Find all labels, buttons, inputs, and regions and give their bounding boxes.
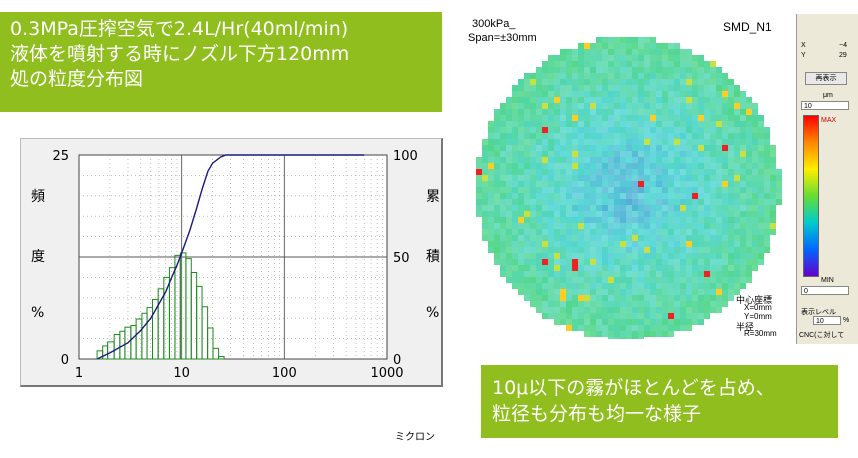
display-level-label: 表示レベル [801, 309, 836, 316]
color-scale-bar [803, 115, 819, 277]
result-line-2: 粒径も分布も均一な様子 [492, 403, 702, 425]
result-line-1: 10μ以下の霧がほとんどを占め、 [492, 377, 775, 399]
y-right-tick-label: 0 [393, 353, 401, 368]
y-left-tick-label: 0 [61, 353, 69, 368]
y-left-tick-label: 25 [52, 149, 69, 164]
value-select[interactable]: 10 [801, 101, 849, 110]
map-y-label: Y=0mm [744, 312, 772, 321]
title-box: 0.3MPa圧搾空気で2.4L/Hr(40ml/min) 液体を噴射する時にノズ… [0, 12, 442, 112]
y-right-axis-label: 累 [426, 189, 440, 205]
y-coord-value: 29 [839, 52, 847, 59]
x-tick-label: 100 [272, 366, 297, 381]
map-control-panel: X −4 Y 29 再表示 μm 10 MAX MIN 0 表示レベル 10 %… [796, 14, 858, 344]
x-tick-label: 1000 [370, 366, 403, 381]
histogram-bar [212, 347, 220, 360]
spray-map [476, 37, 782, 339]
x-tick-label: 10 [173, 366, 190, 381]
chart-svg: 1 10 100 1000 25 0 100 50 0 頻度% 累積% [31, 149, 440, 381]
map-x-label: X=0mm [744, 303, 772, 312]
y-left-axis-label: 頻 [31, 189, 45, 205]
map-smd-label: SMD_N1 [723, 20, 772, 34]
max-label: MAX [821, 117, 837, 124]
x-coord-value: −4 [839, 42, 847, 49]
unit-label: μm [823, 92, 833, 99]
redisplay-button[interactable]: 再表示 [805, 72, 847, 85]
spray-map-panel: 300kPa_ Span=±30mm SMD_N1 中心座標 X=0mm Y=0… [460, 14, 794, 339]
y-left-axis-label: % [31, 305, 44, 321]
map-span-label: Span=±30mm [468, 32, 537, 44]
x-tick-label: 1 [75, 366, 83, 381]
y-right-axis-label: % [426, 305, 439, 321]
title-line-1: 0.3MPa圧搾空気で2.4L/Hr(40ml/min) [10, 18, 349, 40]
y-coord-label: Y [801, 52, 806, 59]
cnc-note: CNC(こ対して [799, 332, 845, 339]
title-line-3: 処の粒度分布図 [10, 68, 144, 90]
micron-footnote: ミクロン [395, 432, 435, 443]
min-label: MIN [821, 277, 834, 284]
x-coord-label: X [801, 42, 806, 49]
y-left-axis-label: 度 [31, 249, 45, 265]
map-center-label: 中心座標 [736, 295, 773, 305]
spray-map-cells [476, 37, 782, 339]
display-level-field[interactable]: 10 [813, 316, 841, 325]
display-level-unit: % [843, 317, 850, 324]
histogram-bar [218, 356, 225, 360]
min-value-field[interactable]: 0 [801, 286, 849, 295]
histogram-bar [207, 327, 214, 360]
y-right-tick-label: 100 [393, 149, 418, 164]
map-radius-label: R=30mm [744, 329, 777, 338]
map-pressure-label: 300kPa_ [472, 18, 516, 30]
particle-size-chart: 1 10 100 1000 25 0 100 50 0 頻度% 累積% [20, 138, 443, 387]
cumulative-curve [96, 154, 365, 360]
result-box: 10μ以下の霧がほとんどを占め、 粒径も分布も均一な様子 [481, 365, 838, 438]
map-radius-title: 半径 [736, 322, 755, 332]
y-right-axis-label: 積 [426, 249, 440, 265]
title-line-2: 液体を噴射する時にノズル下方120mm [10, 43, 350, 65]
y-right-tick-label: 50 [393, 251, 410, 266]
